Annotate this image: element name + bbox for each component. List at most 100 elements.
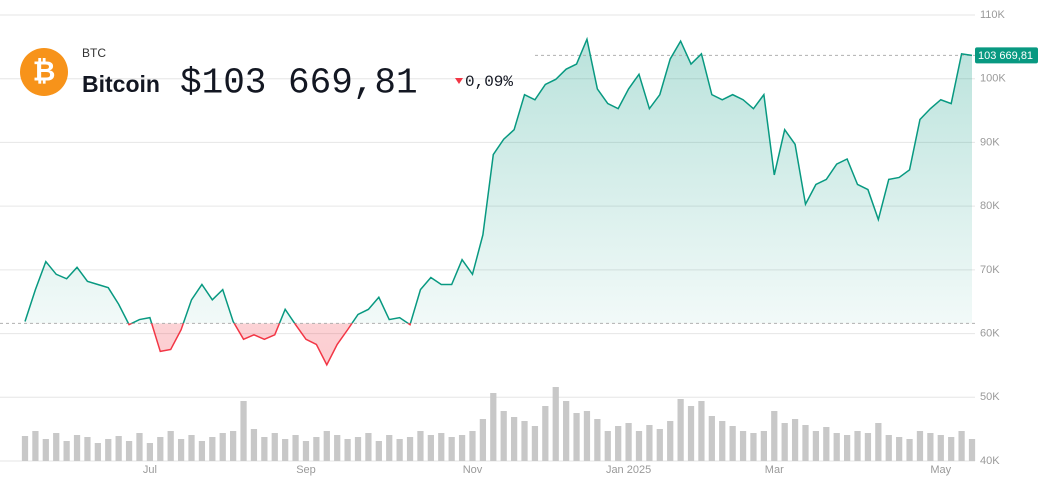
volume-bar bbox=[188, 435, 195, 461]
volume-bar bbox=[313, 437, 320, 461]
volume-bar bbox=[510, 417, 518, 461]
volume-bar bbox=[167, 431, 174, 461]
volume-bar bbox=[209, 437, 216, 461]
volume-bar bbox=[417, 431, 424, 461]
volume-bar bbox=[198, 441, 206, 461]
volume-bar bbox=[458, 435, 466, 461]
volume-bar bbox=[968, 439, 976, 461]
volume-bar bbox=[240, 401, 247, 461]
volume-bar bbox=[802, 425, 809, 461]
asset-name: Bitcoin bbox=[82, 71, 160, 97]
volume-bar bbox=[843, 435, 851, 461]
volume-bar bbox=[521, 421, 528, 461]
volume-bar bbox=[635, 431, 643, 461]
volume-bar bbox=[646, 425, 653, 461]
volume-bar bbox=[323, 431, 330, 461]
volume-bar bbox=[729, 426, 736, 461]
logo-symbol: ₿ bbox=[33, 55, 56, 86]
volume-bar bbox=[105, 439, 112, 461]
volume-bar bbox=[271, 433, 278, 461]
volume-bar bbox=[136, 433, 143, 461]
volume-bar bbox=[386, 435, 393, 461]
y-tick-label: 70K bbox=[980, 264, 1000, 276]
volume-bar bbox=[282, 439, 289, 461]
volume-bar bbox=[573, 413, 580, 461]
area-below bbox=[128, 323, 411, 365]
x-tick-label: Jan 2025 bbox=[606, 464, 651, 476]
x-tick-label: May bbox=[930, 464, 951, 476]
volume-bar bbox=[885, 435, 892, 461]
volume-bar bbox=[687, 406, 695, 461]
volume-bar bbox=[791, 419, 799, 461]
change: 0,09% bbox=[465, 73, 513, 91]
volume-bar bbox=[896, 437, 903, 461]
change-arrow bbox=[455, 78, 463, 84]
volume-bar bbox=[146, 443, 154, 461]
volume-bar bbox=[490, 393, 497, 461]
volume-bar bbox=[365, 433, 372, 461]
last-price-box bbox=[975, 47, 1038, 64]
last-price-label: 103 669,81 bbox=[978, 50, 1033, 62]
volume-bar bbox=[615, 426, 622, 461]
x-tick-label: Mar bbox=[765, 464, 784, 476]
y-tick-label: 60K bbox=[980, 327, 1000, 339]
volume-bar bbox=[677, 399, 684, 461]
volume-bar bbox=[438, 433, 445, 461]
area-above bbox=[25, 39, 972, 324]
volume-bar bbox=[531, 426, 539, 461]
volume-bar bbox=[32, 431, 39, 461]
volume-bar bbox=[604, 431, 611, 461]
volume-bar bbox=[583, 411, 591, 461]
price-line bbox=[24, 36, 973, 324]
volume-bar bbox=[698, 401, 705, 461]
volume-bar bbox=[261, 437, 268, 461]
volume-bar bbox=[177, 439, 185, 461]
volume-bar bbox=[542, 406, 549, 461]
ticker: BTC bbox=[82, 46, 106, 60]
volume-bar bbox=[854, 431, 861, 461]
volume-bar bbox=[42, 439, 49, 461]
volume-bar bbox=[864, 433, 872, 461]
volume-bar bbox=[94, 443, 101, 461]
volume-bar bbox=[833, 433, 840, 461]
volume-bar bbox=[906, 439, 913, 461]
volume-bar bbox=[396, 439, 403, 461]
y-tick-label: 40K bbox=[980, 455, 1000, 467]
y-tick-label: 100K bbox=[980, 73, 1006, 85]
volume-bar bbox=[354, 437, 362, 461]
y-tick-label: 80K bbox=[980, 200, 1000, 212]
volume-bar bbox=[53, 433, 60, 461]
y-tick-label: 90K bbox=[980, 136, 1000, 148]
volume-bar bbox=[781, 423, 788, 461]
volume-bar bbox=[448, 437, 455, 461]
volume-bar bbox=[479, 419, 487, 461]
y-tick-label: 50K bbox=[980, 391, 1000, 403]
volume-bar bbox=[157, 437, 164, 461]
plot: 40K 50K 60K 70K 80K 90K 100K 110K Jul Sep Nov Jan 2… bbox=[0, 9, 1038, 476]
volume-bar bbox=[219, 433, 226, 461]
volume-bar bbox=[916, 431, 924, 461]
volume-bar bbox=[500, 411, 507, 461]
volume-bar bbox=[563, 401, 570, 461]
volume-bar bbox=[73, 435, 81, 461]
volume-bar bbox=[406, 437, 414, 461]
volume-bar bbox=[760, 431, 767, 461]
volume-bar bbox=[625, 423, 632, 461]
volume-bar bbox=[375, 441, 382, 461]
volume-bar bbox=[667, 421, 674, 461]
volume-bar bbox=[302, 441, 310, 461]
volume-bar bbox=[21, 436, 29, 461]
volume-bar bbox=[250, 429, 258, 461]
volume-bar bbox=[656, 429, 663, 461]
volume-bar bbox=[771, 411, 778, 461]
volume-bar bbox=[937, 435, 944, 461]
volume-bar bbox=[334, 435, 341, 461]
volume-bar bbox=[427, 435, 434, 461]
logo bbox=[20, 48, 68, 96]
volume-bar bbox=[84, 437, 91, 461]
volume-bar bbox=[812, 431, 820, 461]
volume-bar bbox=[739, 431, 747, 461]
volume-bar bbox=[719, 421, 726, 461]
x-tick-label: Nov bbox=[463, 464, 483, 476]
